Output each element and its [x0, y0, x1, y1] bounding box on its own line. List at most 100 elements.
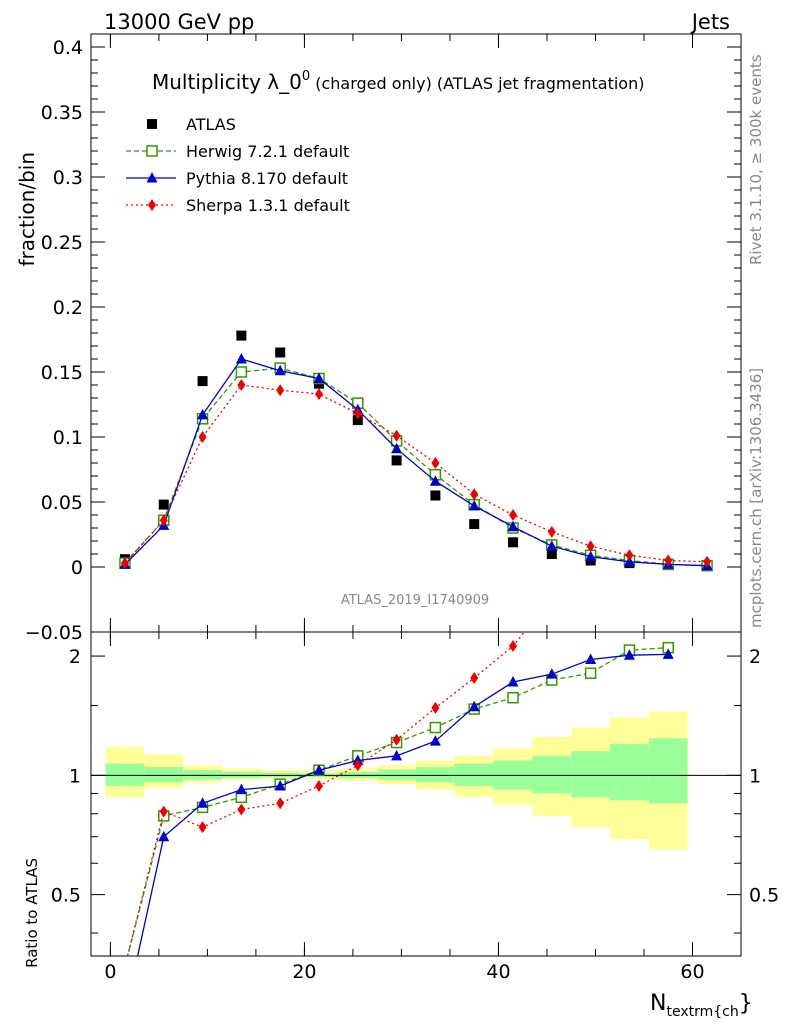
data-point	[236, 330, 247, 341]
data-point	[314, 388, 323, 401]
uncertainty-band-stat	[571, 751, 611, 798]
y-tick-label: 0.2	[53, 297, 83, 319]
mcplots-label: mcplots.cern.ch [arXiv:1306.3436]	[747, 368, 765, 628]
y-tick-label: 0.35	[41, 102, 83, 124]
series-line	[124, 358, 708, 567]
series-herwig-7-2-1-default	[119, 362, 713, 572]
series-line	[124, 384, 708, 564]
uncertainty-band-stat	[648, 738, 688, 804]
data-point	[237, 379, 246, 391]
data-point	[275, 347, 286, 358]
legend-marker	[148, 199, 156, 211]
data-point	[625, 549, 634, 562]
y-tick-label: 0	[71, 557, 83, 579]
uncertainty-band-stat	[610, 743, 649, 801]
y-tick-label: 0.1	[53, 427, 83, 449]
data-point	[662, 648, 674, 659]
y-tick-label: 0.05	[41, 492, 83, 514]
data-point	[508, 537, 519, 548]
legend-item-sherpa-1-3-1-default: Sherpa 1.3.1 default	[126, 196, 350, 215]
y-tick-label: 1	[69, 765, 81, 787]
data-point	[391, 455, 402, 466]
legend-item-atlas: ATLAS	[147, 115, 236, 134]
y-tick-label-right: 1	[749, 765, 761, 787]
data-point	[469, 519, 480, 530]
header-left: 13000 GeV pp	[104, 10, 254, 34]
data-point	[587, 564, 595, 576]
ratio-y-axis-label: Ratio to ATLAS	[23, 858, 41, 968]
data-point	[391, 749, 403, 761]
data-point	[313, 372, 325, 383]
legend-marker	[146, 145, 158, 157]
data-point	[391, 442, 403, 454]
data-point	[430, 490, 441, 501]
data-point	[353, 407, 362, 420]
data-point	[120, 557, 129, 570]
data-point	[314, 779, 323, 792]
y-tick-label: −0.05	[25, 622, 83, 644]
y-tick-label: 0.15	[41, 362, 83, 384]
data-point	[546, 549, 557, 559]
ratio-plot: 0.5 0.51 12 20 20 40 60	[51, 535, 779, 1019]
ratio-series-sherpa-1-3-1-default	[121, 535, 633, 972]
data-point	[468, 700, 480, 712]
data-point	[623, 649, 635, 660]
data-point	[470, 672, 479, 685]
data-point	[352, 415, 363, 426]
ratio-content	[91, 535, 741, 1019]
data-point	[159, 805, 168, 818]
data-point	[276, 797, 285, 810]
data-point	[353, 759, 362, 772]
data-point	[548, 592, 556, 604]
data-point	[392, 429, 401, 442]
x-axis-label: Ntextrm{ch}	[650, 991, 753, 1020]
series-line	[126, 647, 669, 956]
data-point	[509, 640, 518, 653]
data-point	[625, 535, 633, 547]
data-point	[429, 735, 441, 746]
data-point	[507, 676, 519, 687]
y-tick-label: 0.4	[53, 37, 83, 59]
data-point	[431, 701, 440, 714]
data-point	[664, 554, 673, 567]
uncertainty-band-stat	[144, 766, 184, 783]
data-point	[237, 803, 246, 816]
data-point	[235, 366, 248, 378]
data-point	[121, 960, 129, 972]
data-point	[235, 353, 247, 364]
x-tick-label: 60	[680, 961, 704, 983]
data-point	[276, 384, 285, 397]
legend-item-pythia-8-170-default: Pythia 8.170 default	[126, 169, 348, 188]
data-point	[313, 764, 325, 775]
uncertainty-band-stat	[532, 755, 572, 794]
series-atlas	[119, 330, 713, 571]
data-point	[429, 475, 441, 486]
ratio-series-pythia-8-170-default	[119, 648, 674, 1019]
data-point	[586, 540, 595, 553]
series-line	[124, 367, 708, 567]
data-point	[198, 821, 207, 834]
data-point	[392, 733, 401, 746]
x-tick-label: 40	[486, 961, 510, 983]
data-point	[509, 509, 518, 521]
series-pythia-8-170-default	[119, 353, 713, 571]
data-point	[119, 1008, 130, 1019]
series-sherpa-1-3-1-default	[120, 379, 712, 570]
legend-item-herwig-7-2-1-default: Herwig 7.2.1 default	[126, 142, 349, 161]
data-point	[585, 550, 597, 562]
y-tick-label: 0.25	[41, 232, 83, 254]
data-point	[158, 830, 170, 842]
data-point	[159, 514, 168, 527]
main-y-axis-label: fraction/bin	[15, 152, 39, 267]
analysis-watermark: ATLAS_2019_I1740909	[341, 593, 489, 608]
data-point	[507, 520, 519, 532]
x-tick-label: 20	[292, 961, 316, 983]
data-point	[197, 408, 209, 420]
data-point	[274, 779, 286, 791]
rivet-label: Rivet 3.1.10, ≥ 300k events	[747, 54, 765, 265]
ratio-plot-frame	[90, 631, 742, 957]
y-tick-label: 0.3	[53, 167, 83, 189]
legend: ATLAS Herwig 7.2.1 default Pythia 8.170 de…	[126, 115, 350, 215]
data-point	[120, 961, 130, 971]
